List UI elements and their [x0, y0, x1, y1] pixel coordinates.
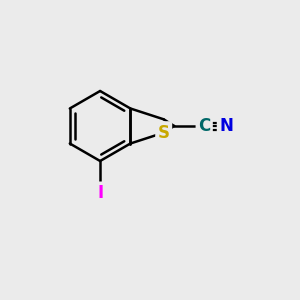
Text: I: I: [97, 184, 103, 202]
Text: C: C: [198, 117, 210, 135]
Text: N: N: [219, 117, 233, 135]
Text: S: S: [158, 124, 170, 142]
